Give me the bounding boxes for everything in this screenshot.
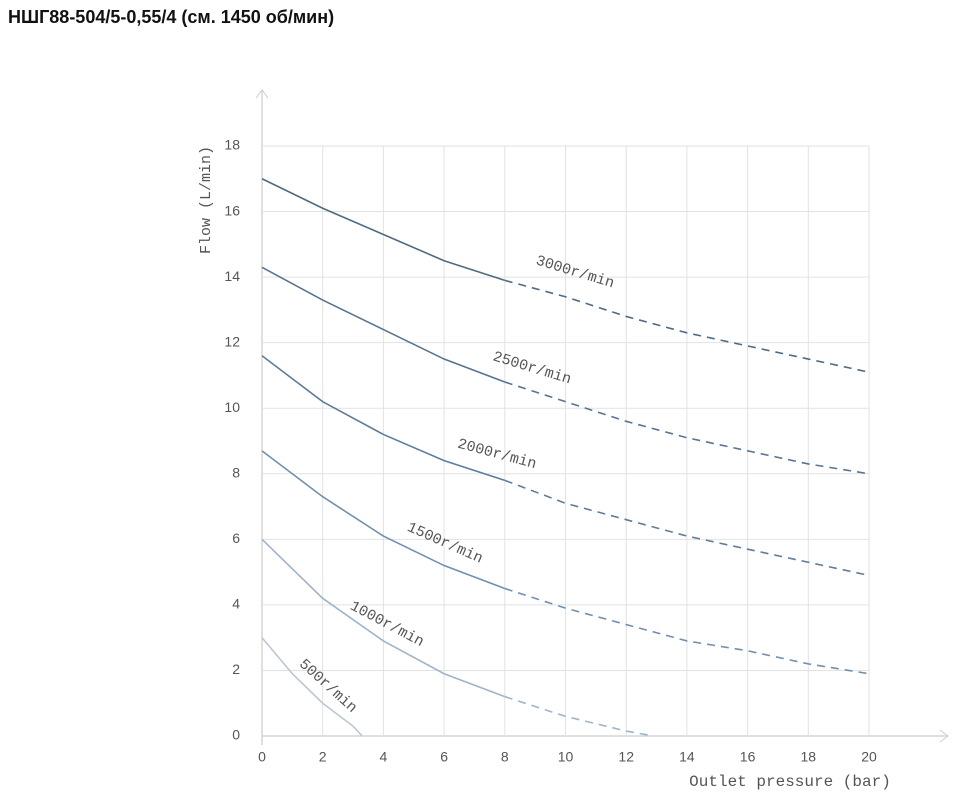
x-tick-label: 10 xyxy=(558,749,574,765)
y-tick-label: 6 xyxy=(232,530,240,546)
x-tick-label: 18 xyxy=(801,749,817,765)
y-tick-label: 12 xyxy=(224,333,240,349)
x-tick-label: 4 xyxy=(380,749,388,765)
x-tick-label: 8 xyxy=(501,749,509,765)
line-solid xyxy=(261,538,506,698)
x-arrow xyxy=(939,729,949,743)
y-tick-label: 14 xyxy=(224,268,240,284)
x-tick-label: 2 xyxy=(319,749,327,765)
y-tick-label: 18 xyxy=(224,137,240,153)
y-tick-label: 16 xyxy=(224,202,240,218)
y-tick-label: 8 xyxy=(232,464,240,480)
x-tick-label: 20 xyxy=(861,749,877,765)
line-solid xyxy=(261,450,506,590)
line-dashed xyxy=(504,587,870,675)
y-tick-label: 10 xyxy=(224,399,240,415)
series-label: 3000r/min xyxy=(534,252,616,292)
x-tick-label: 6 xyxy=(440,749,448,765)
x-tick-label: 14 xyxy=(679,749,695,765)
y-tick-label: 2 xyxy=(232,661,240,677)
line-solid xyxy=(261,266,506,383)
x-tick-label: 12 xyxy=(618,749,634,765)
line-dashed xyxy=(504,279,870,373)
x-tick-label: 0 xyxy=(258,749,266,765)
series-label: 2000r/min xyxy=(456,436,539,473)
y-axis-label: Flow (L/min) xyxy=(198,146,215,254)
line-dashed xyxy=(504,381,870,475)
series-label: 1500r/min xyxy=(404,519,485,567)
line-dashed xyxy=(504,479,870,577)
y-tick-label: 0 xyxy=(232,727,240,743)
chart-title: НШГ88-504/5-0,55/4 (см. 1450 об/мин) xyxy=(8,7,334,27)
line-solid xyxy=(261,355,506,482)
line-dashed xyxy=(504,695,654,737)
line-solid xyxy=(261,178,506,282)
x-axis-label: Outlet pressure (bar) xyxy=(689,773,891,791)
series-label: 2500r/min xyxy=(491,348,573,388)
y-arrow xyxy=(255,89,269,99)
y-tick-label: 4 xyxy=(232,596,240,612)
line-solid xyxy=(261,637,363,737)
x-tick-label: 16 xyxy=(740,749,756,765)
